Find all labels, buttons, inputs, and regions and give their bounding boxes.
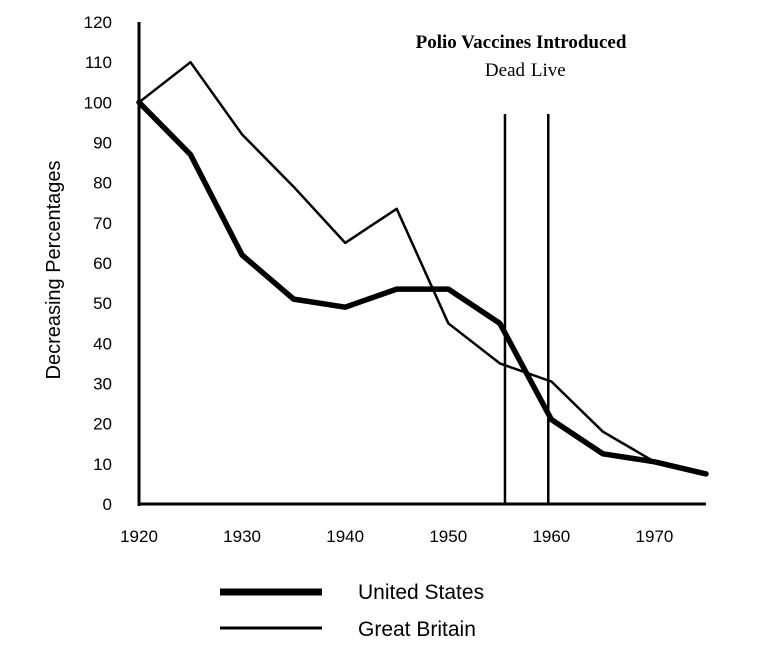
y-tick-label-0: 0 [103,495,112,514]
legend-label-united-states: United States [358,581,484,604]
y-tick-label-70: 70 [93,214,112,233]
vaccine-markers: Dead Live [485,60,566,504]
legend: United States Great Britain [220,581,484,641]
y-tick-label-90: 90 [93,134,112,153]
x-tick-label-1950: 1950 [429,527,467,546]
x-tick-label-1940: 1940 [326,527,364,546]
x-tick-label-1970: 1970 [636,527,674,546]
y-axis-label: Decreasing Percentages [43,160,65,379]
y-tick-label-50: 50 [93,294,112,313]
x-tick-labels: 1920 1930 1940 1950 1960 1970 [120,527,673,546]
y-tick-label-110: 110 [85,53,112,72]
series-line-great-britain [137,60,708,476]
y-tick-labels: 0 10 20 30 40 50 60 70 80 90 100 110 120 [84,13,112,514]
x-tick-label-1920: 1920 [120,527,158,546]
y-tick-label-100: 100 [84,93,112,112]
y-tick-label-120: 120 [84,13,112,32]
y-tick-label-10: 10 [93,455,112,474]
y-tick-label-20: 20 [93,415,112,434]
x-tick-label-1930: 1930 [223,527,261,546]
vaccine-marker-label-live: Live [531,60,566,81]
y-tick-label-60: 60 [93,254,112,273]
vaccine-marker-label-dead: Dead [485,60,526,81]
legend-label-great-britain: Great Britain [358,618,476,641]
y-tick-label-40: 40 [93,334,112,353]
y-tick-label-30: 30 [93,375,112,394]
series-line-united-states [136,99,709,477]
annotation-title: Polio Vaccines Introduced [416,32,627,53]
y-tick-label-80: 80 [93,174,112,193]
x-tick-label-1960: 1960 [532,527,570,546]
series-lines [136,60,709,477]
